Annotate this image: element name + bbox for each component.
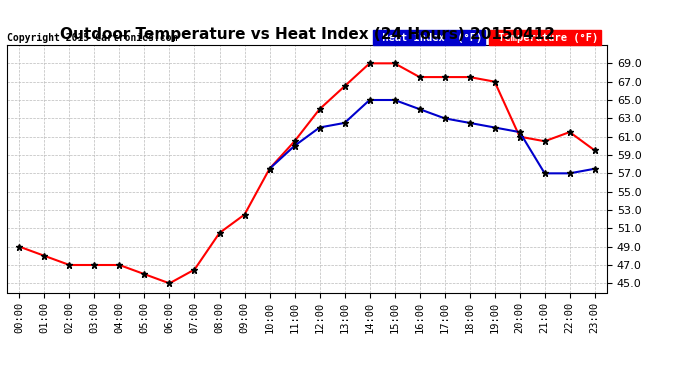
Text: Copyright 2015 Cartronics.com: Copyright 2015 Cartronics.com [7, 33, 177, 42]
Title: Outdoor Temperature vs Heat Index (24 Hours) 20150412: Outdoor Temperature vs Heat Index (24 Ho… [59, 27, 555, 42]
Text: Heat Index  (°F): Heat Index (°F) [376, 33, 482, 42]
Text: Temperature (°F): Temperature (°F) [492, 33, 598, 42]
